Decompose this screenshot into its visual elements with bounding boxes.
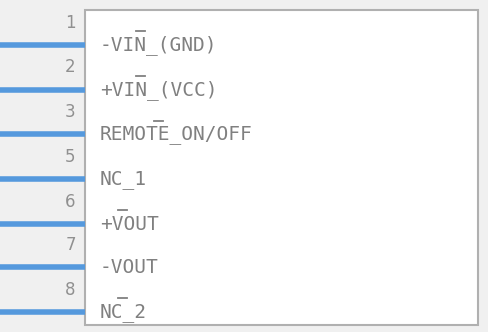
Text: 5: 5 (65, 148, 76, 166)
Bar (85, 10, 478, 325)
Text: 8: 8 (65, 281, 76, 299)
Text: NC_2: NC_2 (100, 302, 147, 322)
Text: NC_1: NC_1 (100, 170, 147, 189)
Text: 3: 3 (65, 103, 76, 121)
Text: 7: 7 (65, 236, 76, 254)
Text: REMOTE_ON/OFF: REMOTE_ON/OFF (100, 125, 253, 144)
Text: 1: 1 (65, 14, 76, 32)
Text: 6: 6 (65, 193, 76, 211)
Text: -VOUT: -VOUT (100, 258, 159, 277)
Text: +VOUT: +VOUT (100, 214, 159, 234)
Text: +VIN_(VCC): +VIN_(VCC) (100, 80, 218, 100)
Text: -VIN_(GND): -VIN_(GND) (100, 35, 218, 55)
Text: 2: 2 (65, 58, 76, 76)
